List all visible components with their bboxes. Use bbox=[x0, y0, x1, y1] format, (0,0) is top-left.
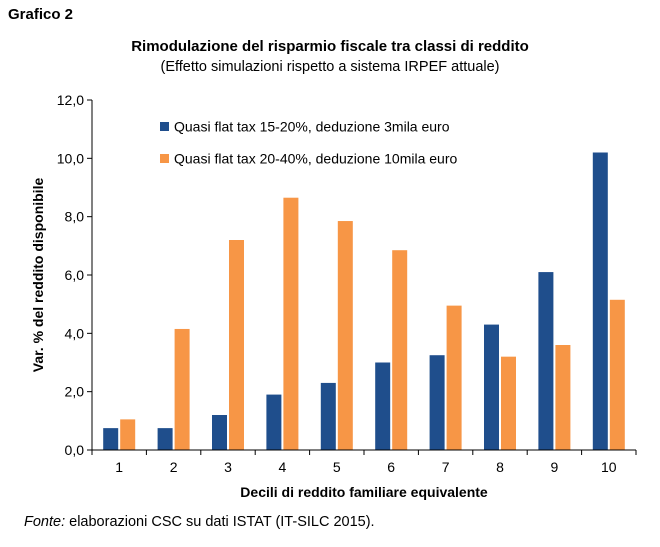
bar-series-1 bbox=[484, 324, 499, 450]
y-tick-label: 2,0 bbox=[65, 384, 85, 400]
bar-series-1 bbox=[538, 272, 554, 450]
bar-series-2 bbox=[283, 197, 299, 450]
bar-series-1 bbox=[592, 152, 608, 450]
chart-subtitle: (Effetto simulazioni rispetto a sistema … bbox=[160, 59, 500, 75]
x-tick-label: 8 bbox=[496, 459, 504, 475]
x-tick-label: 7 bbox=[442, 459, 450, 475]
legend-swatch bbox=[160, 122, 169, 131]
bar-series-1 bbox=[103, 428, 119, 450]
bar-series-1 bbox=[157, 428, 173, 450]
x-tick-label: 4 bbox=[279, 459, 287, 475]
y-tick-label: 0,0 bbox=[65, 442, 85, 458]
legend-swatch bbox=[160, 154, 169, 163]
legend-label: Quasi flat tax 20-40%, deduzione 10mila … bbox=[174, 151, 457, 167]
source-text: elaborazioni CSC su dati ISTAT (IT-SILC … bbox=[65, 514, 375, 530]
bar-series-2 bbox=[609, 299, 625, 450]
source-note: Fonte: elaborazioni CSC su dati ISTAT (I… bbox=[24, 514, 375, 530]
legend-label: Quasi flat tax 15-20%, deduzione 3mila e… bbox=[174, 119, 450, 135]
bar-series-2 bbox=[555, 345, 571, 450]
figure-label: Grafico 2 bbox=[8, 6, 74, 23]
y-tick-label: 6,0 bbox=[65, 267, 85, 283]
bar-series-2 bbox=[501, 356, 516, 450]
bar-series-2 bbox=[446, 305, 462, 450]
x-tick-label: 9 bbox=[551, 459, 559, 475]
y-tick-label: 12,0 bbox=[57, 92, 84, 108]
bar-series-1 bbox=[375, 362, 391, 450]
bar-series-2 bbox=[120, 419, 136, 450]
bar-series-1 bbox=[320, 382, 336, 450]
legend: Quasi flat tax 15-20%, deduzione 3mila e… bbox=[160, 119, 457, 167]
y-tick-label: 8,0 bbox=[65, 209, 85, 225]
bar-series-2 bbox=[392, 250, 408, 450]
x-axis-label: Decili di reddito familiare equivalente bbox=[240, 484, 488, 500]
bar-series-1 bbox=[212, 415, 227, 450]
chart-title: Rimodulazione del risparmio fiscale tra … bbox=[131, 38, 529, 55]
y-tick-label: 4,0 bbox=[65, 325, 85, 341]
y-axis-ticks: 0,0 2,0 4,0 6,0 8,0 10,0 12,0 bbox=[57, 92, 92, 458]
bar-series-2 bbox=[174, 328, 190, 450]
source-label: Fonte: bbox=[24, 514, 66, 530]
bar-series-1 bbox=[429, 355, 445, 450]
x-axis-ticks: 1 2 3 4 5 6 7 8 9 10 bbox=[91, 450, 637, 475]
bar-series-2 bbox=[229, 240, 244, 450]
x-tick-label: 2 bbox=[170, 459, 178, 475]
x-tick-label: 6 bbox=[387, 459, 395, 475]
x-tick-label: 5 bbox=[333, 459, 341, 475]
y-axis-label: Var. % del reddito disponibile bbox=[30, 178, 46, 373]
x-tick-label: 10 bbox=[601, 459, 617, 475]
x-tick-label: 1 bbox=[115, 459, 123, 475]
y-tick-label: 10,0 bbox=[57, 150, 84, 166]
bar-series-1 bbox=[266, 394, 282, 450]
bar-series-2 bbox=[337, 221, 353, 450]
bars bbox=[103, 152, 625, 450]
x-tick-label: 3 bbox=[224, 459, 232, 475]
